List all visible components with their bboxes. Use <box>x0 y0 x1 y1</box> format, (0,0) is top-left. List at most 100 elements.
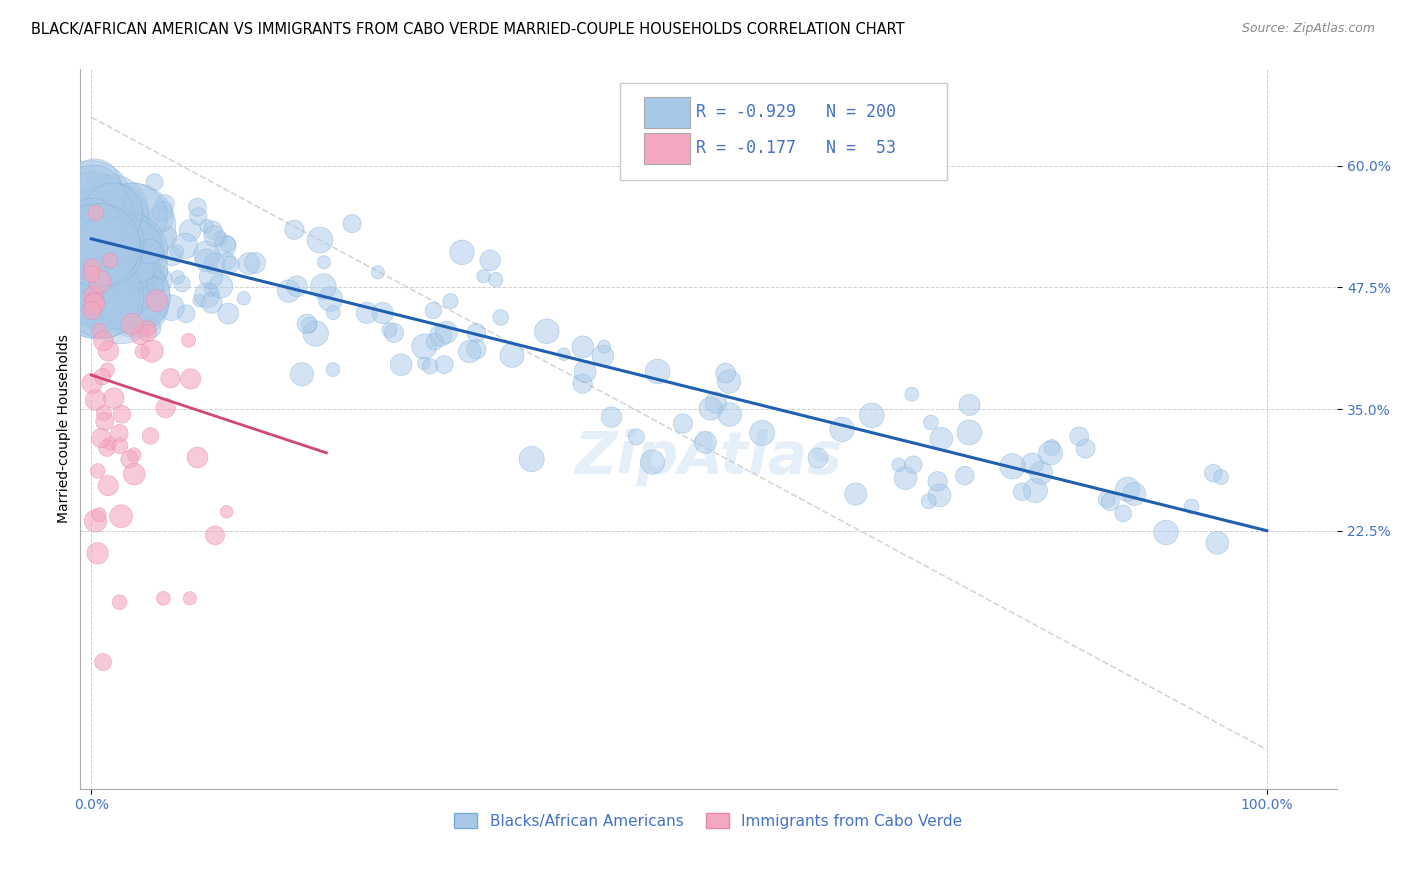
Point <box>298 318 321 332</box>
Point <box>1123 487 1146 501</box>
Point <box>114 243 136 257</box>
Point <box>108 426 131 441</box>
Point <box>155 401 177 415</box>
Point <box>195 219 218 233</box>
Point <box>94 212 117 227</box>
Point <box>1021 457 1043 471</box>
Point <box>96 235 118 249</box>
Point <box>1029 466 1052 480</box>
Text: ZipAtlas: ZipAtlas <box>575 429 842 486</box>
Point <box>195 253 218 268</box>
Point <box>101 243 124 257</box>
Point <box>204 256 226 270</box>
Point <box>91 369 114 384</box>
Point <box>485 272 508 286</box>
Point <box>114 279 136 293</box>
Point <box>101 215 124 229</box>
Point <box>84 392 107 407</box>
Point <box>142 270 165 285</box>
Point <box>82 272 104 286</box>
Point <box>90 431 112 445</box>
Point <box>704 395 727 409</box>
Point <box>98 436 121 450</box>
Point <box>83 289 105 303</box>
Point <box>145 278 167 293</box>
Point <box>202 229 225 244</box>
Point <box>131 269 153 284</box>
Point <box>80 194 103 208</box>
Point <box>571 376 593 391</box>
Point <box>131 344 153 359</box>
Point <box>209 231 232 245</box>
Point <box>145 241 167 255</box>
Point <box>166 244 188 259</box>
Point <box>1202 466 1225 480</box>
Point <box>86 464 108 478</box>
Point <box>295 317 318 331</box>
Point <box>162 249 184 263</box>
Point <box>187 210 209 224</box>
Point <box>501 348 523 362</box>
Point <box>439 294 461 309</box>
Point <box>101 206 124 220</box>
Point <box>434 326 457 340</box>
FancyBboxPatch shape <box>644 133 689 164</box>
Point <box>100 252 122 266</box>
Point <box>188 293 211 308</box>
Point <box>285 279 308 293</box>
Point <box>124 467 146 482</box>
Point <box>82 237 104 252</box>
Point <box>887 458 910 472</box>
Point <box>536 324 558 338</box>
Point <box>118 452 141 467</box>
Point <box>108 439 131 453</box>
Point <box>93 406 115 420</box>
Point <box>153 197 176 211</box>
Point <box>1112 507 1135 521</box>
Point <box>124 290 146 304</box>
Point <box>201 296 224 310</box>
Point <box>340 217 363 231</box>
Point <box>96 244 118 259</box>
Point <box>101 271 124 285</box>
Point <box>626 430 648 444</box>
Point <box>901 387 924 401</box>
Point <box>179 591 201 606</box>
Point <box>1069 429 1091 443</box>
Point <box>382 326 405 340</box>
Point <box>174 307 197 321</box>
Point <box>122 235 145 250</box>
Point <box>117 244 139 259</box>
Point <box>84 514 107 528</box>
Point <box>920 416 942 430</box>
Point <box>141 321 163 335</box>
Point <box>180 372 202 386</box>
Point <box>93 334 115 348</box>
Point <box>121 287 143 301</box>
Point <box>600 410 623 425</box>
Point <box>80 260 103 275</box>
Point <box>128 243 150 257</box>
Point <box>155 229 177 244</box>
Point <box>953 468 976 483</box>
Point <box>413 339 436 353</box>
Point <box>553 347 575 361</box>
Point <box>89 324 111 338</box>
Point <box>699 401 721 416</box>
Point <box>80 251 103 265</box>
Point <box>174 239 197 253</box>
Point <box>122 219 145 233</box>
Point <box>356 306 378 320</box>
Point <box>957 425 980 440</box>
Point <box>217 307 239 321</box>
Point <box>412 356 434 370</box>
Point <box>131 221 153 235</box>
Point <box>159 371 181 385</box>
Point <box>831 422 853 436</box>
Point <box>894 471 917 485</box>
Point <box>422 303 444 318</box>
Point <box>100 205 122 219</box>
Point <box>592 349 614 363</box>
Point <box>931 432 953 446</box>
Point <box>89 274 111 288</box>
